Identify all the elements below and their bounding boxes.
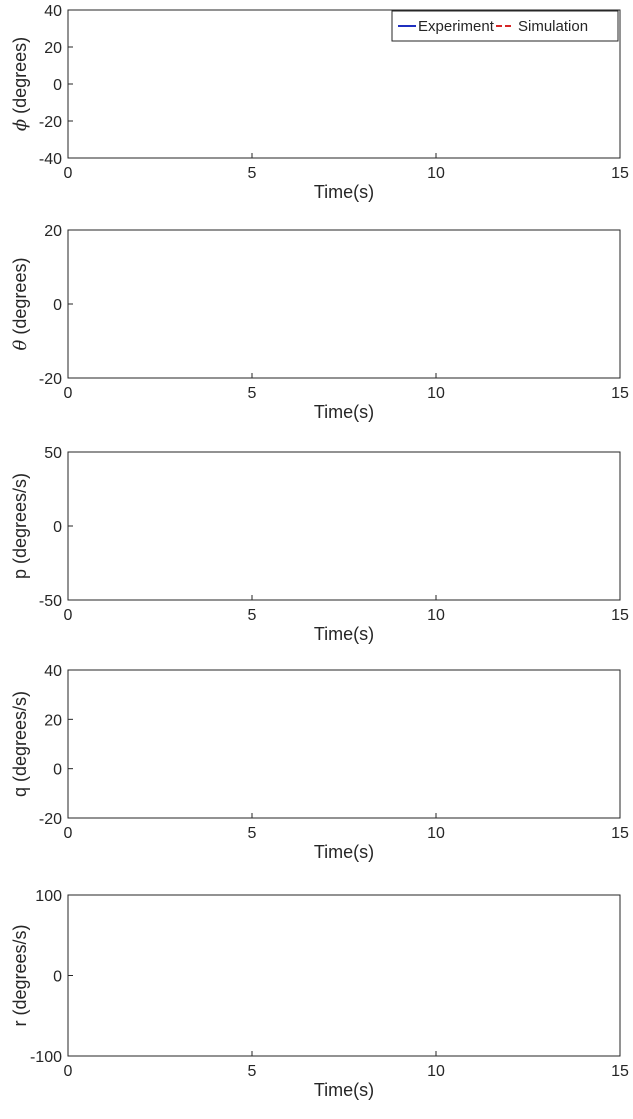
x-axis-label: Time(s) [314, 842, 374, 862]
legend: Experiment Simulation [391, 10, 619, 42]
x-tick-label: 10 [427, 165, 445, 182]
y-axis-label: ϕ (degrees) [10, 37, 31, 131]
y-tick-label: 20 [44, 712, 62, 729]
chart-panel-1: 0 5 10 15 -40 -20 0 20 40 Time(s) ϕ (degrees) Exper… [10, 3, 629, 202]
y-tick-label: 40 [44, 663, 62, 680]
x-tick-label: 10 [427, 607, 445, 624]
x-tick-label: 0 [64, 165, 73, 182]
y-axis-label-text: (degrees) [10, 258, 30, 340]
y-axis-symbol: ϕ [10, 119, 31, 131]
y-tick-label: -40 [39, 151, 62, 168]
x-tick-label: 15 [611, 385, 629, 402]
y-tick-label: 50 [44, 445, 62, 462]
y-tick-label: 20 [44, 40, 62, 57]
axes-box [67, 669, 621, 819]
x-tick-label: 15 [611, 607, 629, 624]
x-tick-label: 15 [611, 1063, 629, 1080]
y-axis-label-text: (degrees) [10, 37, 30, 119]
x-tick-label: 15 [611, 825, 629, 842]
x-tick-label: 5 [248, 607, 257, 624]
y-tick-label: 20 [44, 223, 62, 240]
axes-box [67, 894, 621, 1057]
y-tick-label: 0 [53, 297, 62, 314]
x-tick-label: 10 [427, 1063, 445, 1080]
x-tick-label: 0 [64, 825, 73, 842]
x-axis-label: Time(s) [314, 1080, 374, 1100]
x-axis-label: Time(s) [314, 402, 374, 422]
y-tick-label: -50 [39, 593, 62, 610]
x-tick-label: 5 [248, 1063, 257, 1080]
x-tick-label: 0 [64, 607, 73, 624]
x-tick-label: 0 [64, 1063, 73, 1080]
legend-label-simulation: Simulation [518, 18, 588, 35]
x-axis-label: Time(s) [314, 182, 374, 202]
axes-box [67, 451, 621, 601]
y-tick-label: 100 [35, 888, 62, 905]
x-axis-label: Time(s) [314, 624, 374, 644]
x-tick-label: 5 [248, 825, 257, 842]
y-tick-label: 40 [44, 3, 62, 20]
x-tick-label: 0 [64, 385, 73, 402]
y-tick-label: 0 [53, 969, 62, 986]
y-tick-label: -20 [39, 811, 62, 828]
y-tick-label: 0 [53, 77, 62, 94]
y-axis-label-text: p (degrees/s) [10, 473, 30, 579]
x-tick-label: 10 [427, 385, 445, 402]
y-axis-symbol: θ [10, 339, 31, 350]
x-tick-label: 5 [248, 165, 257, 182]
y-tick-label: 0 [53, 519, 62, 536]
y-tick-label: -100 [30, 1049, 62, 1066]
y-tick-label: -20 [39, 371, 62, 388]
y-tick-label: -20 [39, 114, 62, 131]
y-tick-label: 0 [53, 762, 62, 779]
y-axis-label-text: q (degrees/s) [10, 691, 30, 797]
y-axis-label: q (degrees/s) [10, 691, 30, 797]
y-axis-label: r (degrees/s) [10, 924, 30, 1026]
axes-box [67, 229, 621, 379]
y-axis-label: θ (degrees) [10, 258, 31, 351]
x-tick-label: 10 [427, 825, 445, 842]
legend-label-experiment: Experiment [418, 18, 495, 35]
x-tick-label: 5 [248, 385, 257, 402]
x-tick-label: 15 [611, 165, 629, 182]
y-axis-label-text: r (degrees/s) [10, 924, 30, 1026]
y-axis-label: p (degrees/s) [10, 473, 30, 579]
